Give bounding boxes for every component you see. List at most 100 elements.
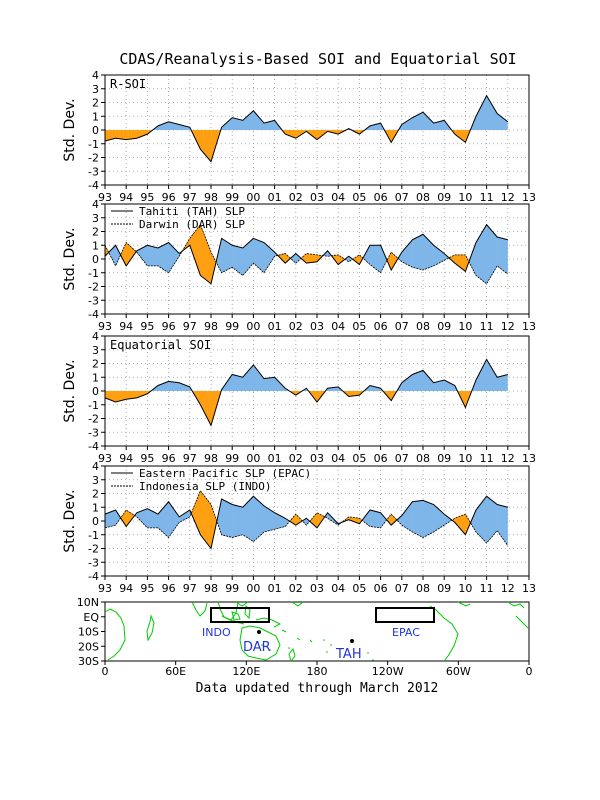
y-tick-label: 0 bbox=[92, 385, 99, 398]
x-tick-label: 03 bbox=[310, 582, 324, 595]
lon-label: 0 bbox=[526, 665, 533, 678]
land-outline bbox=[507, 601, 525, 609]
x-tick-label: 94 bbox=[119, 582, 133, 595]
island-dot bbox=[269, 649, 271, 651]
y-tick-label: -3 bbox=[88, 426, 99, 439]
legend-entry: Eastern Pacific SLP (EPAC) bbox=[139, 467, 311, 480]
y-tick-label: -4 bbox=[88, 308, 99, 321]
x-tick-label: 98 bbox=[204, 191, 218, 204]
land-outline bbox=[291, 601, 304, 607]
island-dot bbox=[372, 659, 374, 661]
y-tick-label: -1 bbox=[88, 399, 99, 412]
tahiti-station-label: TAH bbox=[335, 647, 362, 662]
x-tick-label: 97 bbox=[183, 582, 197, 595]
x-tick-label: 13 bbox=[522, 191, 536, 204]
positive-fill bbox=[221, 498, 233, 538]
x-tick-label: 09 bbox=[437, 320, 451, 333]
x-tick-label: 11 bbox=[480, 582, 494, 595]
y-tick-label: 3 bbox=[92, 474, 99, 487]
x-tick-label: 05 bbox=[352, 191, 366, 204]
x-tick-label: 97 bbox=[183, 320, 197, 333]
darwin-station-marker bbox=[257, 630, 261, 634]
lon-label: 180 bbox=[307, 665, 328, 678]
x-tick-label: 98 bbox=[204, 452, 218, 465]
y-tick-label: 3 bbox=[92, 212, 99, 225]
x-tick-label: 03 bbox=[310, 452, 324, 465]
land-outline bbox=[288, 647, 296, 663]
x-tick-label: 07 bbox=[395, 320, 409, 333]
legend-entry: Indonesia SLP (INDO) bbox=[139, 480, 271, 493]
x-tick-label: 06 bbox=[374, 452, 388, 465]
negative-fill bbox=[105, 130, 508, 162]
y-tick-label: 2 bbox=[92, 226, 99, 239]
figure-title: CDAS/Reanalysis-Based SOI and Equatorial… bbox=[119, 50, 516, 68]
positive-fill bbox=[412, 500, 424, 538]
x-tick-label: 03 bbox=[310, 320, 324, 333]
positive-fill bbox=[422, 500, 434, 538]
land-outline bbox=[239, 625, 281, 661]
x-tick-label: 05 bbox=[352, 452, 366, 465]
x-tick-label: 96 bbox=[162, 582, 176, 595]
land-outline bbox=[255, 617, 282, 628]
lat-label: EQ bbox=[83, 611, 99, 624]
x-tick-label: 02 bbox=[289, 582, 303, 595]
lat-label: 30S bbox=[78, 655, 99, 668]
x-tick-label: 00 bbox=[246, 191, 260, 204]
x-tick-label: 93 bbox=[98, 320, 112, 333]
x-tick-label: 13 bbox=[522, 320, 536, 333]
x-tick-label: 09 bbox=[437, 191, 451, 204]
x-tick-label: 95 bbox=[140, 191, 154, 204]
y-tick-label: -1 bbox=[88, 529, 99, 542]
y-tick-label: 0 bbox=[92, 253, 99, 266]
lat-label: 20S bbox=[78, 640, 99, 653]
series-line bbox=[104, 94, 509, 163]
x-tick-label: 12 bbox=[501, 320, 515, 333]
x-tick-label: 04 bbox=[331, 320, 345, 333]
island-dot bbox=[323, 639, 325, 641]
y-axis-label: Std. Dev. bbox=[62, 489, 78, 552]
x-tick-label: 09 bbox=[437, 582, 451, 595]
x-tick-label: 11 bbox=[480, 320, 494, 333]
y-tick-label: 3 bbox=[92, 83, 99, 96]
y-tick-label: -2 bbox=[88, 413, 99, 426]
x-tick-label: 00 bbox=[246, 452, 260, 465]
land-outline bbox=[235, 601, 249, 607]
x-tick-label: 94 bbox=[119, 191, 133, 204]
series-line bbox=[104, 358, 508, 427]
x-tick-label: 02 bbox=[289, 191, 303, 204]
x-tick-label: 04 bbox=[331, 191, 345, 204]
y-tick-label: 4 bbox=[92, 460, 99, 473]
land-outline bbox=[457, 601, 471, 607]
x-tick-label: 99 bbox=[225, 191, 239, 204]
series-line-epac bbox=[104, 495, 508, 550]
x-tick-label: 96 bbox=[162, 452, 176, 465]
y-tick-label: 4 bbox=[92, 198, 99, 211]
x-tick-label: 95 bbox=[140, 452, 154, 465]
lon-label: 0 bbox=[102, 665, 109, 678]
legend-entry: Darwin (DAR) SLP bbox=[139, 218, 245, 231]
panel-label: Equatorial SOI bbox=[110, 338, 211, 352]
x-tick-label: 13 bbox=[522, 452, 536, 465]
y-tick-label: 4 bbox=[92, 69, 99, 82]
x-tick-label: 01 bbox=[268, 191, 282, 204]
x-tick-label: 99 bbox=[225, 320, 239, 333]
x-tick-label: 04 bbox=[331, 452, 345, 465]
x-tick-label: 10 bbox=[458, 191, 472, 204]
x-tick-label: 05 bbox=[352, 320, 366, 333]
land-outline bbox=[104, 608, 126, 661]
x-tick-label: 06 bbox=[374, 582, 388, 595]
y-tick-label: -2 bbox=[88, 152, 99, 165]
positive-fill bbox=[105, 359, 508, 391]
y-axis-label: Std. Dev. bbox=[62, 98, 78, 161]
x-tick-label: 95 bbox=[140, 582, 154, 595]
x-tick-label: 08 bbox=[416, 191, 430, 204]
x-tick-label: 93 bbox=[98, 582, 112, 595]
land-outline bbox=[231, 611, 241, 621]
lon-label: 60W bbox=[446, 665, 471, 678]
x-tick-label: 05 bbox=[352, 582, 366, 595]
indo-region-box bbox=[210, 607, 270, 623]
x-tick-label: 93 bbox=[98, 452, 112, 465]
